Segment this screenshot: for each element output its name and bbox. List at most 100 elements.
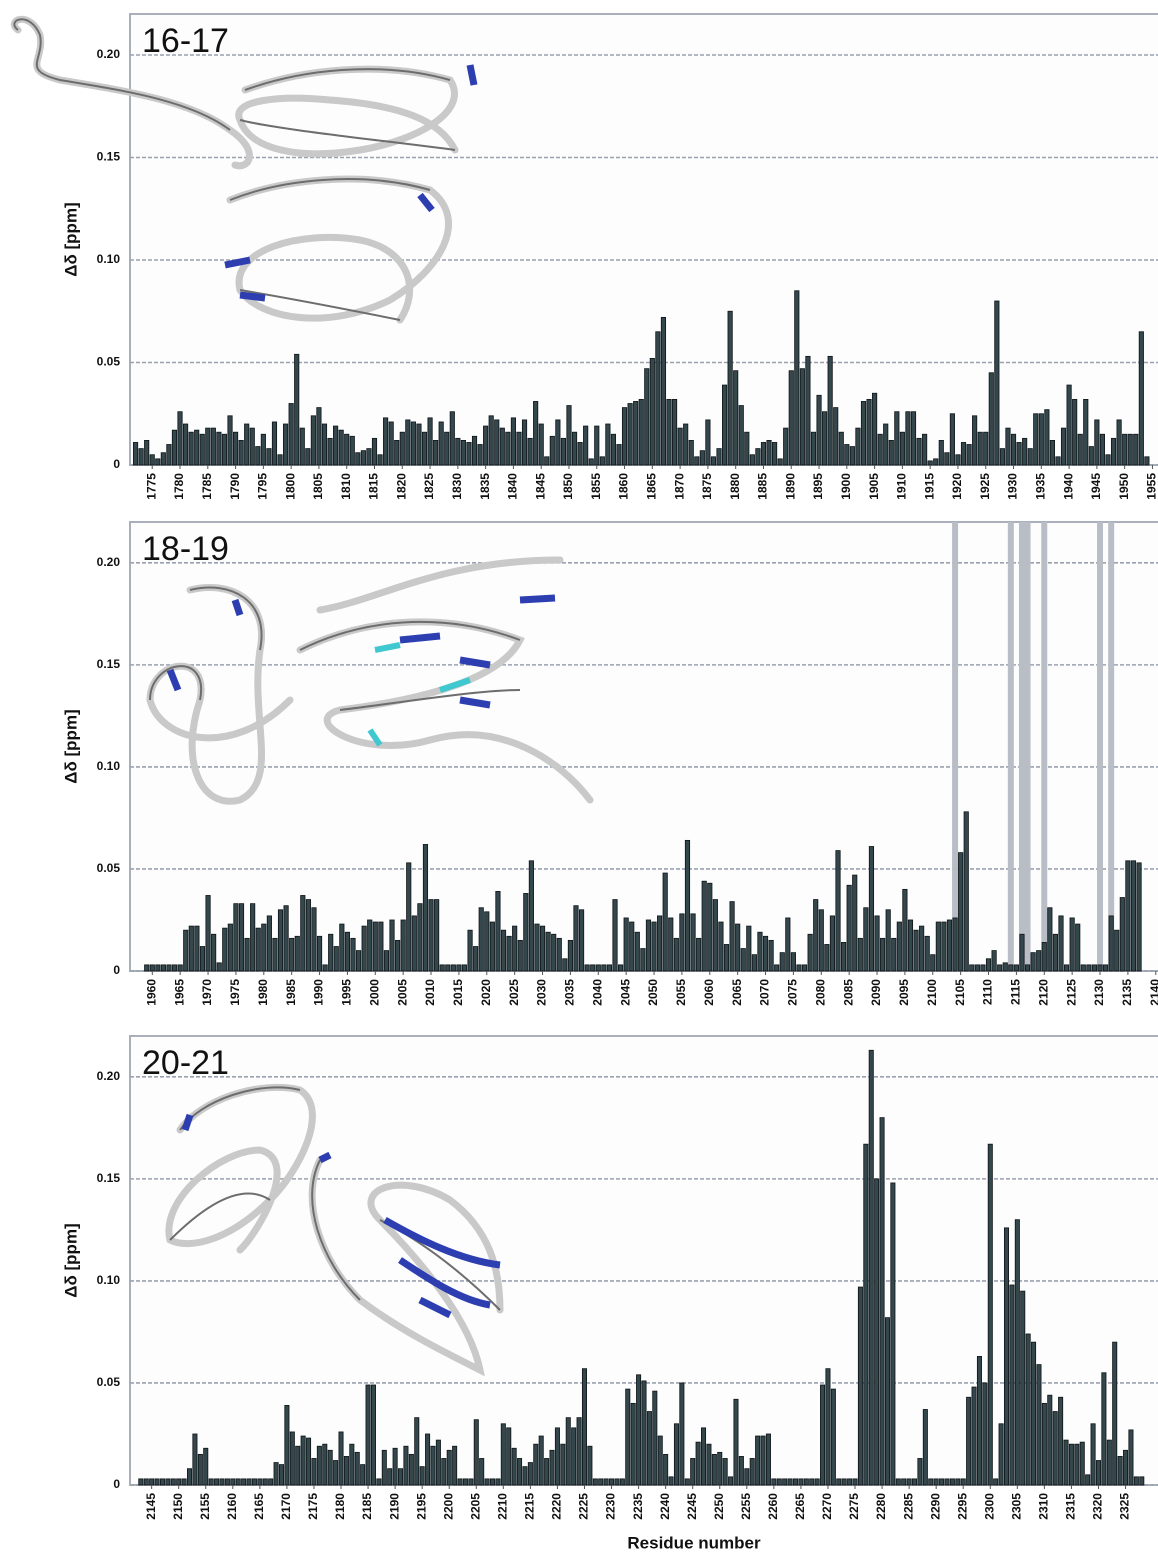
- bar: [284, 1405, 290, 1486]
- bar: [955, 454, 961, 466]
- bar: [344, 931, 350, 972]
- bar: [623, 917, 629, 972]
- bar: [421, 431, 428, 466]
- bar: [506, 935, 512, 972]
- bar: [255, 927, 261, 972]
- y-tick-label: 0: [113, 457, 120, 471]
- bar: [977, 431, 983, 466]
- x-tick-label: 2325: [1118, 1493, 1132, 1520]
- bar: [1063, 1439, 1069, 1486]
- x-tick-label: 1905: [867, 473, 881, 500]
- bar: [316, 935, 323, 972]
- bar: [1036, 950, 1042, 972]
- x-tick-label: 1835: [478, 473, 492, 500]
- bar: [976, 1356, 982, 1486]
- bar: [512, 925, 518, 972]
- bar: [446, 1449, 452, 1486]
- bar: [205, 427, 211, 466]
- bar: [483, 425, 489, 466]
- bar: [170, 1478, 176, 1486]
- x-tick-label: 2090: [869, 979, 883, 1006]
- bar: [857, 1286, 863, 1486]
- bar: [688, 439, 694, 466]
- bar: [774, 964, 780, 972]
- bar: [913, 929, 919, 972]
- bar: [712, 899, 718, 972]
- bar: [1091, 964, 1098, 972]
- bar: [367, 919, 373, 972]
- bar: [966, 444, 972, 466]
- bar: [398, 1468, 404, 1486]
- bar: [350, 937, 356, 972]
- bar: [1085, 1474, 1091, 1486]
- bar: [960, 1478, 966, 1486]
- bar: [810, 431, 817, 466]
- bar: [760, 1435, 766, 1486]
- bar: [216, 962, 222, 972]
- bar: [649, 357, 655, 466]
- bar: [890, 1182, 896, 1486]
- bar: [874, 915, 880, 972]
- bar: [782, 1478, 788, 1486]
- panel: 0 0.05 0.10 0.15 0.20 1775 1780 1785 1790 1795 180…: [61, 13, 1158, 500]
- plot-area: [129, 521, 1158, 972]
- bar: [627, 403, 633, 466]
- bar: [467, 929, 473, 972]
- bar: [610, 433, 617, 466]
- bar: [199, 433, 205, 466]
- bar: [499, 427, 505, 466]
- bar: [966, 1396, 972, 1486]
- bar: [583, 425, 589, 466]
- bar: [495, 891, 501, 972]
- y-tick-label: 0.20: [97, 47, 121, 61]
- bar: [456, 964, 462, 972]
- x-tick-label: 1845: [533, 473, 547, 500]
- bar: [149, 964, 155, 972]
- bar: [251, 1478, 257, 1486]
- x-tick-label: 2070: [758, 979, 772, 1006]
- bar: [1013, 964, 1019, 972]
- bar: [383, 950, 390, 972]
- x-tick-label: 2240: [658, 1493, 672, 1520]
- bar: [933, 458, 939, 466]
- bar: [636, 1374, 642, 1486]
- x-tick-label: 1890: [783, 473, 797, 500]
- bar: [928, 1478, 934, 1486]
- bar: [1133, 433, 1139, 466]
- bar: [549, 1449, 555, 1486]
- bar: [616, 444, 622, 466]
- bar: [477, 444, 483, 466]
- x-tick-label: 2080: [813, 979, 827, 1006]
- bar: [1103, 964, 1109, 972]
- bar: [560, 437, 566, 466]
- panel-title: 18-19: [142, 530, 229, 568]
- bar: [668, 1476, 674, 1486]
- bar: [877, 433, 883, 466]
- bar: [776, 1478, 782, 1486]
- bar: [387, 1468, 393, 1486]
- bar: [257, 1478, 263, 1486]
- x-tick-label: 1865: [645, 473, 659, 500]
- bar: [389, 919, 395, 972]
- bar: [433, 439, 439, 466]
- bar: [1133, 1476, 1139, 1486]
- x-tick-label: 1815: [367, 473, 381, 500]
- bar: [938, 439, 944, 466]
- bar: [203, 1447, 209, 1486]
- bar: [798, 1478, 804, 1486]
- bar: [327, 437, 333, 466]
- x-tick-label: 2200: [441, 1493, 455, 1520]
- bar: [272, 937, 278, 972]
- bar: [544, 1458, 550, 1486]
- bar: [495, 1478, 501, 1486]
- y-axis-label: Δδ [ppm]: [61, 1223, 80, 1297]
- y-tick-label: 0.10: [97, 252, 121, 266]
- bar: [1003, 1227, 1010, 1486]
- bar: [310, 415, 316, 466]
- bar: [888, 439, 894, 466]
- bar: [744, 1468, 750, 1486]
- bar: [1083, 398, 1089, 466]
- bar: [1047, 907, 1053, 972]
- x-tick-label: 2115: [1009, 979, 1023, 1005]
- bar: [372, 921, 378, 972]
